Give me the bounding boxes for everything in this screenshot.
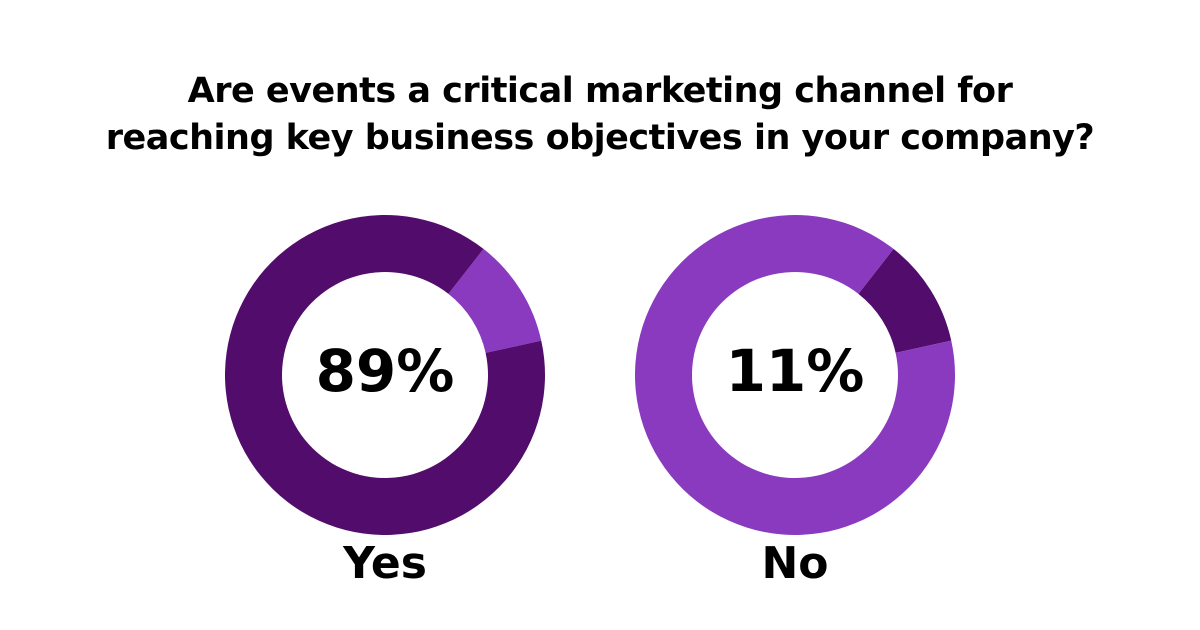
donut-segment <box>448 248 542 353</box>
donut-segment <box>225 215 545 536</box>
center-value-label: 89% <box>316 337 455 405</box>
center-value-label: 11% <box>726 337 865 405</box>
donut-segment <box>858 248 952 353</box>
donut-segment <box>635 215 955 536</box>
chart-title: Are events a critical marketing channel … <box>105 71 1095 158</box>
donut-label: Yes <box>342 538 427 589</box>
donut-label: No <box>761 538 828 589</box>
